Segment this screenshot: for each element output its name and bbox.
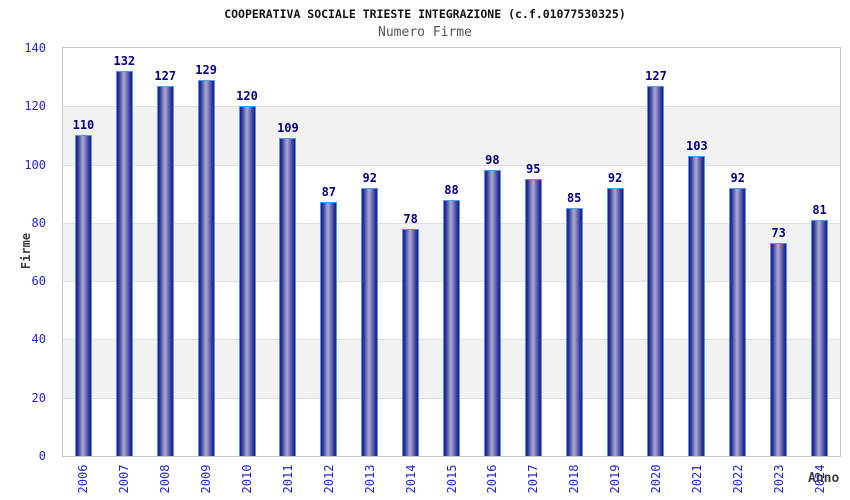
y-tick-label: 140 [24, 41, 46, 55]
bar [565, 208, 583, 456]
x-tick-label: 2016 [485, 464, 500, 494]
bar [320, 202, 338, 456]
bar [443, 199, 460, 456]
y-tick-label: 40 [31, 332, 46, 347]
y-tick-label: 60 [31, 274, 46, 289]
x-tick-label: 2020 [648, 464, 663, 494]
bar-value-label: 92 [362, 170, 377, 185]
bar [483, 170, 501, 456]
bar [74, 135, 92, 456]
x-tick-label: 2013 [362, 464, 377, 494]
x-tick-label: 2018 [567, 464, 582, 494]
bar [279, 138, 297, 456]
x-tick-label: 2006 [76, 464, 91, 494]
y-tick-label: 0 [38, 449, 46, 463]
chart-title: COOPERATIVA SOCIALE TRIESTE INTEGRAZIONE… [224, 7, 626, 21]
bar [361, 187, 379, 456]
bar-value-label: 103 [686, 138, 708, 153]
x-tick-label: 2012 [321, 464, 336, 494]
x-tick-label: 2008 [158, 464, 173, 494]
x-tick-label: 2019 [608, 464, 623, 494]
bar [524, 179, 542, 456]
gridline [63, 164, 840, 166]
bar-value-label: 81 [812, 202, 827, 217]
x-axis-title: Anno [808, 471, 840, 486]
grid-band [63, 106, 840, 165]
bar [115, 71, 133, 456]
plot-area: 110 132 127 129 120 109 87 92 78 88 98 95 85 92 127 103… [62, 47, 841, 457]
x-tick-label: 2021 [689, 464, 704, 494]
bar-value-label: 127 [154, 68, 177, 83]
bar-value-label: 78 [403, 211, 418, 226]
bar-value-label: 132 [113, 54, 136, 69]
x-tick-label: 2023 [771, 464, 786, 494]
bar-value-label: 95 [526, 162, 541, 177]
gridline [63, 106, 840, 108]
bar-value-label: 120 [236, 89, 258, 104]
x-axis-tick-labels: 2006 2007 2008 2009 2010 2011 2012 2013 2014 2015… [63, 456, 840, 500]
bar-value-label: 98 [485, 153, 500, 168]
bar [156, 85, 174, 456]
x-tick-label: 2022 [730, 464, 745, 494]
bar-value-label: 92 [730, 170, 745, 185]
x-tick-label: 2011 [280, 464, 295, 494]
bar-value-label: 85 [566, 191, 582, 206]
bar [647, 85, 665, 456]
y-tick-label: 120 [24, 99, 46, 114]
x-tick-label: 2015 [444, 464, 459, 494]
bar [770, 243, 788, 456]
y-axis-title: Firme [19, 232, 33, 270]
x-tick-label: 2007 [117, 464, 132, 494]
bar [197, 80, 215, 456]
bar [402, 228, 420, 456]
bar-value-label: 109 [277, 121, 299, 136]
bar [729, 187, 747, 456]
chart-subtitle: Numero Firme [378, 25, 472, 40]
bar-value-label: 92 [607, 170, 623, 185]
bar [811, 219, 829, 456]
bar [238, 106, 256, 456]
y-tick-label: 20 [31, 390, 46, 405]
bar [688, 155, 706, 456]
bar-value-label: 127 [645, 68, 667, 83]
y-tick-label: 100 [24, 157, 46, 172]
bar [606, 187, 624, 456]
bar-value-label: 88 [444, 182, 459, 197]
bar-value-label: 73 [771, 226, 786, 241]
bar-value-label: 87 [321, 185, 337, 200]
bar-value-label: 110 [72, 118, 95, 133]
x-tick-label: 2014 [403, 464, 418, 494]
y-axis-tick-labels: 0 20 40 60 80 100 120 140 [0, 41, 46, 463]
y-tick-label: 80 [31, 215, 46, 230]
x-tick-label: 2017 [526, 464, 541, 494]
x-tick-label: 2009 [199, 464, 214, 494]
x-tick-label: 2010 [240, 464, 255, 494]
bar-value-label: 129 [195, 63, 217, 78]
